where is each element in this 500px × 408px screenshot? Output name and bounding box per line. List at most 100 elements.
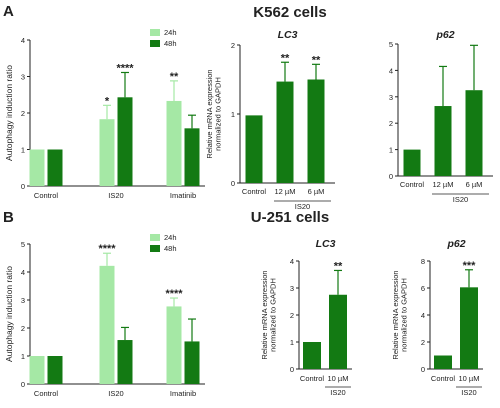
b3-bar-0 <box>434 355 452 369</box>
b1-tick-label: 1 <box>21 352 25 361</box>
a1-significance: * <box>105 95 110 107</box>
b1-tick-label: 2 <box>21 324 25 333</box>
a1-bar-48h-2 <box>184 128 200 186</box>
a2-bar-2 <box>307 79 325 183</box>
a3-tick-label: 2 <box>389 119 393 128</box>
b1-tick-label: 4 <box>21 268 25 277</box>
b1-tick-label: 0 <box>21 380 25 389</box>
b1-significance: **** <box>98 243 116 255</box>
a1-legend-label-48h: 48h <box>164 39 177 48</box>
a2-tick-label: 2 <box>231 41 235 50</box>
b3-group-label: IS20 <box>461 388 476 397</box>
b1-legend-label-24h: 24h <box>164 233 177 242</box>
b3-significance: *** <box>463 260 477 272</box>
a2-y-label: Relative mRNA expressionnormalized to GA… <box>205 69 223 158</box>
b3-y-label: Relative mRNA expressionnormalized to GA… <box>391 270 409 359</box>
a1-category-label: IS20 <box>108 191 123 200</box>
b2-tick-label: 2 <box>290 311 294 320</box>
b1-bar-48h-2 <box>184 341 200 384</box>
b1-bar-24h-2 <box>166 306 182 384</box>
b2-tick-label: 4 <box>290 257 294 266</box>
b2-category-label: 10 µM <box>328 374 349 383</box>
a3-category-label: 6 µM <box>466 180 483 189</box>
b1-legend-label-48h: 48h <box>164 244 177 253</box>
b1-bar-24h-1 <box>99 265 115 384</box>
a3-tick-label: 5 <box>389 40 393 49</box>
b1-bar-48h-1 <box>117 340 133 384</box>
panel-letter-a: A <box>3 3 14 20</box>
a2-category-label: 6 µM <box>308 187 325 196</box>
b1-significance: **** <box>165 288 183 300</box>
b3-tick-label: 4 <box>421 311 425 320</box>
a3-category-label: 12 µM <box>433 180 454 189</box>
a1-tick-label: 0 <box>21 182 25 191</box>
panel-heading-b: U-251 cells <box>251 209 329 226</box>
a1-tick-label: 3 <box>21 73 25 82</box>
a1-bar-48h-1 <box>117 97 133 186</box>
a2-significance: ** <box>281 52 290 64</box>
a1-bar-24h-1 <box>99 119 115 186</box>
a3-tick-label: 4 <box>389 66 393 75</box>
a3-tick-label: 0 <box>389 172 393 181</box>
a3-bar-0 <box>403 149 421 176</box>
a3-tick-label: 3 <box>389 93 393 102</box>
b3-tick-label: 6 <box>421 284 425 293</box>
a1-y-label: Autophagy induction ratio <box>4 65 14 161</box>
b1-bar-24h-0 <box>29 356 45 384</box>
b1-legend-swatch-24h <box>150 234 160 241</box>
a1-tick-label: 1 <box>21 146 25 155</box>
a2-tick-label: 1 <box>231 110 235 119</box>
a2-bar-1 <box>276 81 294 183</box>
b3-category-label: 10 µM <box>459 374 480 383</box>
a1-significance: **** <box>116 62 134 74</box>
a1-legend-label-24h: 24h <box>164 28 177 37</box>
a2-title: LC3 <box>278 29 298 41</box>
a1-bar-24h-2 <box>166 100 182 186</box>
a3-bar-1 <box>434 106 452 176</box>
b1-category-label: IS20 <box>108 389 123 398</box>
a1-significance: ** <box>170 71 179 83</box>
a1-tick-label: 2 <box>21 109 25 118</box>
a2-significance: ** <box>312 54 321 66</box>
b2-significance: ** <box>334 260 343 272</box>
a3-category-label: Control <box>400 180 425 189</box>
a2-bar-0 <box>245 115 263 183</box>
a1-bar-24h-0 <box>29 149 45 186</box>
b1-y-label: Autophagy induction ratio <box>4 266 14 362</box>
a1-category-label: Control <box>34 191 59 200</box>
b3-tick-label: 0 <box>421 365 425 374</box>
b2-group-label: IS20 <box>330 388 345 397</box>
b2-y-label: Relative mRNA expressionnormalized to GA… <box>260 270 278 359</box>
a2-category-label: 12 µM <box>275 187 296 196</box>
a2-group-label: IS20 <box>295 202 310 211</box>
a1-legend-swatch-48h <box>150 40 160 47</box>
a3-bar-2 <box>465 90 483 176</box>
a3-group-label: IS20 <box>453 195 468 204</box>
a1-category-label: Imatinib <box>170 191 196 200</box>
b2-bar-0 <box>303 342 321 369</box>
b3-tick-label: 2 <box>421 338 425 347</box>
b2-bar-1 <box>329 294 347 369</box>
b3-title: p62 <box>446 238 465 250</box>
b1-category-label: Imatinib <box>170 389 196 398</box>
a1-bar-48h-0 <box>47 149 63 186</box>
b3-tick-label: 8 <box>421 257 425 266</box>
a3-tick-label: 1 <box>389 146 393 155</box>
b2-tick-label: 0 <box>290 365 294 374</box>
a2-tick-label: 0 <box>231 179 235 188</box>
b1-category-label: Control <box>34 389 59 398</box>
b2-tick-label: 1 <box>290 338 294 347</box>
a1-tick-label: 4 <box>21 36 25 45</box>
panel-heading-a: K562 cells <box>253 4 326 21</box>
b2-title: LC3 <box>316 238 336 250</box>
b2-tick-label: 3 <box>290 284 294 293</box>
b1-tick-label: 5 <box>21 240 25 249</box>
b3-bar-1 <box>460 287 478 369</box>
a1-legend-swatch-24h <box>150 29 160 36</box>
a2-category-label: Control <box>242 187 267 196</box>
b1-tick-label: 3 <box>21 296 25 305</box>
a3-title: p62 <box>435 29 454 41</box>
panel-letter-b: B <box>3 209 14 226</box>
